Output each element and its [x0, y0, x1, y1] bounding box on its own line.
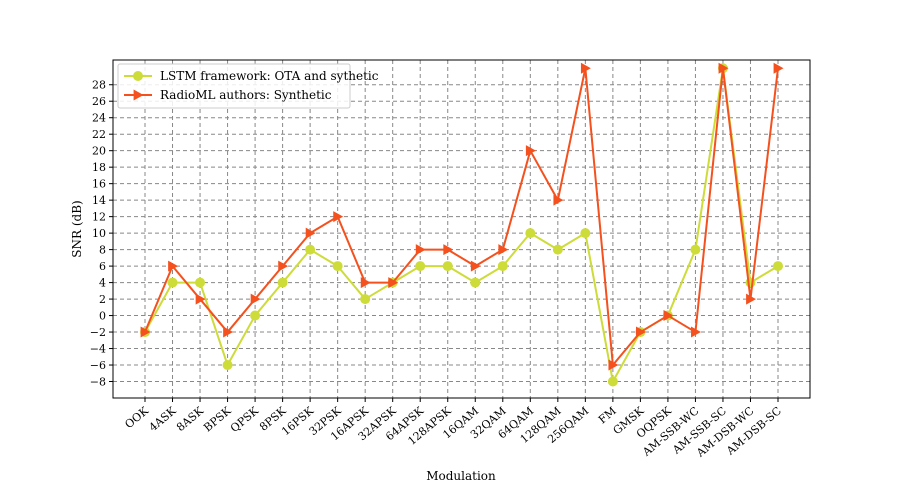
data-point — [470, 260, 481, 272]
legend-marker-lstm — [133, 71, 143, 81]
data-point — [773, 62, 784, 74]
data-point — [305, 227, 316, 239]
data-point — [718, 62, 729, 74]
data-point — [580, 228, 591, 239]
x-tick-label-ook: OOK — [122, 404, 151, 431]
series-line-1 — [144, 67, 779, 367]
data-point — [745, 277, 756, 288]
series-1 — [140, 62, 784, 371]
y-tick-label: −4 — [90, 343, 106, 356]
data-point — [525, 145, 536, 157]
data-point — [250, 293, 261, 305]
y-tick-label: 28 — [92, 79, 106, 92]
data-point — [250, 310, 261, 321]
data-point — [746, 293, 756, 305]
x-tick-label-4ask: 4ASK — [147, 404, 179, 434]
y-tick-label: −2 — [90, 326, 106, 339]
data-point — [497, 261, 508, 272]
y-tick-label: −8 — [90, 376, 106, 389]
y-tick-label: 4 — [99, 277, 106, 290]
x-tick-label-qpsk: QPSK — [228, 404, 262, 435]
y-tick-label: 14 — [92, 194, 106, 207]
legend-label-radioml: RadioML authors: Synthetic — [160, 88, 332, 102]
data-point — [608, 359, 619, 371]
data-point — [388, 277, 399, 289]
data-point — [635, 326, 646, 338]
y-axis-label: SNR (dB) — [70, 200, 84, 257]
data-point — [470, 277, 481, 288]
data-point — [360, 294, 371, 305]
data-point — [332, 261, 343, 272]
y-tick-label: 16 — [92, 178, 106, 191]
x-tick-label-bpsk: BPSK — [201, 404, 234, 435]
y-tick-label: 22 — [92, 128, 106, 141]
data-point — [360, 277, 371, 289]
data-point — [415, 244, 426, 256]
data-point — [305, 244, 316, 255]
legend: LSTM framework: OTA and sythetic RadioML… — [117, 63, 379, 109]
x-axis-label: Modulation — [426, 469, 496, 483]
data-point — [690, 244, 701, 255]
x-tick-label-8ask: 8ASK — [174, 404, 206, 434]
data-point — [607, 376, 618, 387]
data-point — [525, 228, 536, 239]
plot-area — [113, 60, 810, 398]
data-point — [773, 261, 783, 272]
plot-frame — [112, 59, 811, 399]
legend-box — [117, 63, 351, 109]
data-point — [222, 360, 233, 371]
series-line-0 — [144, 67, 779, 383]
data-point — [580, 62, 591, 74]
data-point — [167, 277, 178, 288]
data-point — [552, 244, 563, 255]
data-point — [195, 277, 206, 288]
y-tick-label: 6 — [99, 260, 106, 273]
data-point — [498, 244, 509, 256]
data-point — [277, 277, 288, 288]
y-tick-label: 18 — [92, 161, 106, 174]
series-layer — [140, 62, 784, 387]
y-tick-label: 20 — [92, 145, 106, 158]
y-tick-label: 12 — [92, 211, 106, 224]
y-tick-label: 2 — [99, 293, 106, 306]
legend-label-lstm: LSTM framework: OTA and sythetic — [160, 69, 379, 83]
y-tick-label: −6 — [90, 359, 106, 372]
data-point — [442, 261, 453, 272]
data-point — [663, 310, 674, 322]
data-point — [553, 194, 564, 206]
y-tick-label: 8 — [99, 244, 106, 257]
data-point — [195, 293, 206, 305]
x-axis: OOK4ASK8ASKBPSKQPSK8PSK16PSK32PSK16APSK3… — [122, 398, 784, 460]
legend-marker-radioml — [133, 89, 144, 101]
y-tick-label: 0 — [99, 310, 106, 323]
y-tick-label: 24 — [92, 112, 106, 125]
data-point — [168, 260, 179, 272]
data-point — [415, 261, 426, 272]
data-point — [223, 326, 234, 338]
data-point — [278, 260, 289, 272]
data-point — [333, 211, 344, 223]
data-point — [443, 244, 454, 256]
data-point — [140, 326, 151, 338]
y-tick-label: 10 — [92, 227, 106, 240]
data-point — [691, 326, 701, 338]
y-tick-label: 26 — [92, 95, 106, 108]
